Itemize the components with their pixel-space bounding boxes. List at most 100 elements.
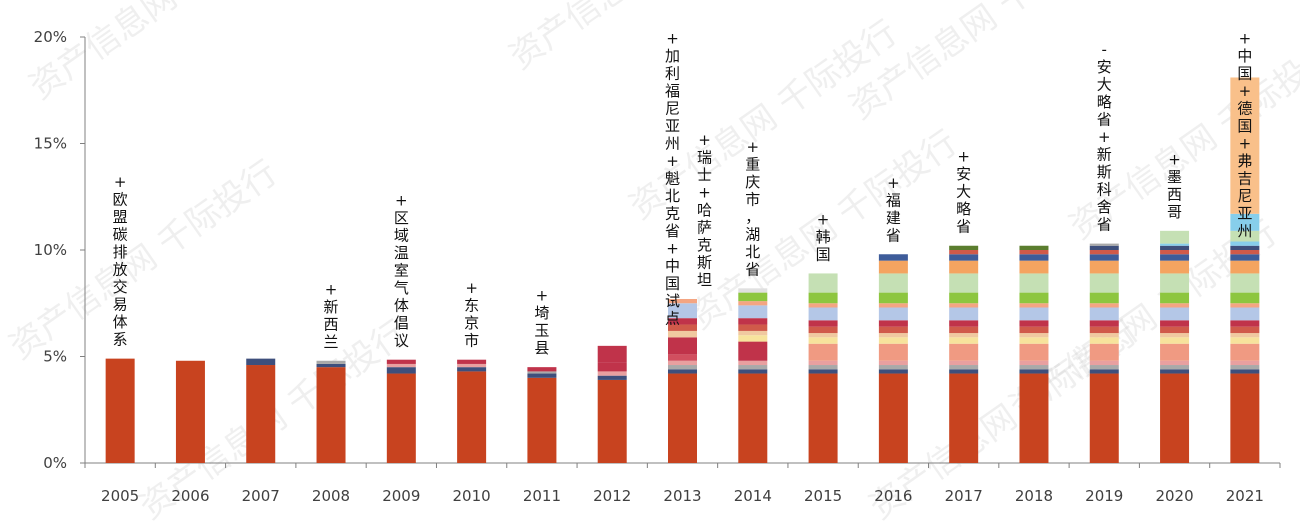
bar-segment xyxy=(949,250,979,255)
bar-2021 xyxy=(1230,77,1260,463)
bar-segment xyxy=(668,303,697,319)
bar-segment xyxy=(808,365,838,370)
bar-2006 xyxy=(175,360,205,463)
x-tick-label: 2007 xyxy=(242,487,280,505)
bar-segment xyxy=(1160,254,1190,261)
bar-2011 xyxy=(527,367,557,463)
bar-segment xyxy=(1089,373,1119,463)
bar-segment xyxy=(878,360,908,366)
bar-segment xyxy=(1230,365,1260,370)
bar-segment xyxy=(808,343,838,361)
bar-segment xyxy=(949,303,979,308)
bar-segment xyxy=(949,326,979,334)
x-tick-label: 2021 xyxy=(1226,487,1264,505)
annotations-layer: +欧盟碳排放交易体系 +新西兰 +区域温室气体倡议 +东京市 +埼玉县 +加利福尼亚州+魁… xyxy=(113,30,1253,358)
bar-segment xyxy=(527,373,557,378)
bar-segment xyxy=(738,324,768,331)
bar-segment xyxy=(808,373,838,463)
bar-segment xyxy=(1019,320,1049,327)
bar-segment xyxy=(1019,369,1049,374)
bar-segment xyxy=(949,373,979,463)
bar-segment xyxy=(878,292,908,304)
bar-segment xyxy=(1160,307,1190,321)
bar-segment xyxy=(808,307,838,321)
bar-segment xyxy=(1019,373,1049,463)
bar-segment xyxy=(668,298,697,304)
annotation-2009: +区域温室气体倡议 xyxy=(394,192,409,350)
bar-2017 xyxy=(949,245,979,463)
bar-segment xyxy=(246,365,276,463)
bar-segment xyxy=(1089,343,1119,361)
bar-segment xyxy=(1089,337,1119,344)
bar-segment xyxy=(738,318,768,325)
x-tick-label: 2016 xyxy=(874,487,912,505)
bar-segment xyxy=(175,360,205,463)
bar-segment xyxy=(878,365,908,370)
bar-segment xyxy=(1019,303,1049,308)
y-tick-label: 15% xyxy=(34,135,67,153)
y-tick-label: 0% xyxy=(43,454,67,472)
bar-segment xyxy=(1160,303,1190,308)
bar-segment xyxy=(1160,365,1190,370)
x-tick-label: 2020 xyxy=(1155,487,1193,505)
bar-segment xyxy=(1230,254,1260,261)
bar-segment xyxy=(878,260,908,274)
bar-segment xyxy=(949,365,979,370)
annotation-2021: +中国+德国+弗吉尼亚州 xyxy=(1237,30,1252,241)
annotation-2011: +埼玉县 xyxy=(534,287,549,358)
bar-segment xyxy=(668,318,697,325)
x-tick-label: 2011 xyxy=(523,487,561,505)
bar-segment xyxy=(668,369,697,374)
bar-segment xyxy=(878,307,908,321)
bar-segment xyxy=(1230,250,1260,255)
bar-segment xyxy=(808,333,838,338)
bar-segment xyxy=(738,335,768,342)
bar-segment xyxy=(808,303,838,308)
bar-segment xyxy=(1160,292,1190,304)
bar-segment xyxy=(1160,369,1190,374)
bar-segment xyxy=(738,360,768,366)
bar-segment xyxy=(1230,273,1260,293)
bar-segment xyxy=(878,254,908,261)
bar-segment xyxy=(1160,360,1190,366)
bar-2007 xyxy=(246,358,276,463)
bar-segment xyxy=(668,373,697,463)
bar-segment xyxy=(1089,333,1119,338)
bar-segment xyxy=(527,377,557,463)
bar-segment xyxy=(668,330,697,338)
bar-segment xyxy=(1230,337,1260,344)
bar-segment xyxy=(738,365,768,370)
bar-segment xyxy=(738,341,768,361)
bar-segment xyxy=(1019,245,1049,250)
bar-segment xyxy=(1160,245,1190,250)
bar-2008 xyxy=(316,360,346,463)
bar-segment xyxy=(949,307,979,321)
bar-segment xyxy=(1230,77,1260,214)
bar-segment xyxy=(1230,213,1260,231)
bar-segment xyxy=(316,367,346,463)
bar-segment xyxy=(878,320,908,327)
bar-segment xyxy=(878,369,908,374)
bar-segment xyxy=(668,365,697,370)
bar-segment xyxy=(1230,303,1260,308)
bar-2015 xyxy=(808,273,838,463)
bar-segment xyxy=(1230,343,1260,361)
bar-segment xyxy=(878,343,908,361)
bar-segment xyxy=(949,254,979,261)
annotation-2013: +瑞士+哈萨克斯坦 xyxy=(697,131,712,289)
bar-2010 xyxy=(457,359,487,463)
bar-segment xyxy=(808,273,838,293)
bar-segment xyxy=(1089,260,1119,274)
bar-segment xyxy=(738,292,768,302)
bar-segment xyxy=(1230,230,1260,242)
bar-2014 xyxy=(738,288,768,463)
x-tick-label: 2006 xyxy=(171,487,209,505)
bar-segment xyxy=(457,359,487,364)
bar-segment xyxy=(1230,360,1260,366)
bar-segment xyxy=(949,273,979,293)
x-tick-label: 2014 xyxy=(734,487,772,505)
annotation-2013: +加利福尼亚州+魁北克省+中国试点 xyxy=(665,30,680,328)
bar-segment xyxy=(1089,243,1119,246)
bar-segment xyxy=(1019,273,1049,293)
bar-segment xyxy=(1160,337,1190,344)
